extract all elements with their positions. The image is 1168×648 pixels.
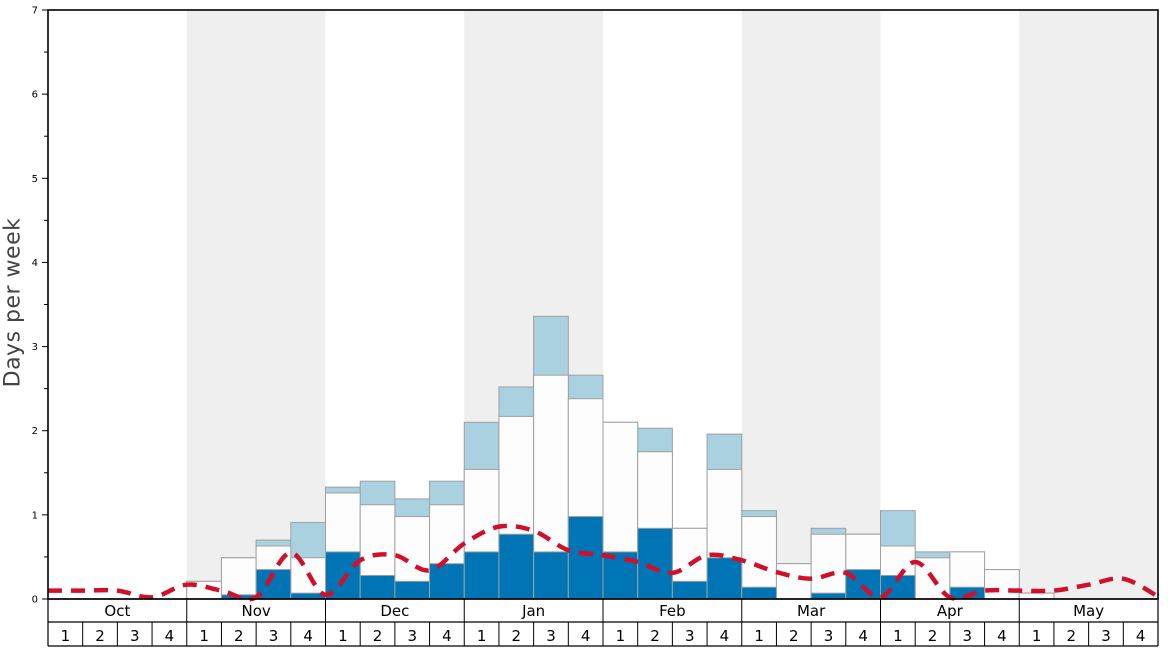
bar bbox=[741, 586, 777, 600]
week-label: 3 bbox=[407, 627, 417, 645]
month-label: May bbox=[1073, 602, 1104, 620]
y-tick-label: 3 bbox=[32, 342, 38, 353]
bar bbox=[775, 563, 812, 600]
bar bbox=[533, 551, 569, 600]
week-label: 3 bbox=[962, 627, 972, 645]
week-label: 2 bbox=[512, 627, 522, 645]
week-label: 3 bbox=[546, 627, 556, 645]
week-label: 4 bbox=[581, 627, 591, 645]
week-label: 1 bbox=[754, 627, 764, 645]
y-axis: 0 1 2 3 4 5 6 7 bbox=[32, 6, 48, 606]
week-label: 2 bbox=[95, 627, 105, 645]
week-label: 3 bbox=[1101, 627, 1111, 645]
week-label: 2 bbox=[928, 627, 938, 645]
average-line bbox=[48, 523, 1160, 602]
week-label: 3 bbox=[269, 627, 279, 645]
month-label: Oct bbox=[104, 602, 130, 620]
y-tick-label: 4 bbox=[32, 258, 38, 269]
week-label: 4 bbox=[165, 627, 175, 645]
week-label: 1 bbox=[1032, 627, 1042, 645]
bar bbox=[706, 557, 743, 600]
y-tick-label: 5 bbox=[32, 174, 38, 185]
y-tick-label: 6 bbox=[32, 90, 38, 101]
week-label: 4 bbox=[303, 627, 313, 645]
bar bbox=[463, 551, 500, 600]
month-label: Mar bbox=[797, 602, 826, 620]
week-label: 2 bbox=[789, 627, 799, 645]
bar bbox=[741, 516, 777, 600]
week-label: 2 bbox=[1067, 627, 1077, 645]
bar bbox=[1018, 592, 1055, 600]
week-label: 2 bbox=[373, 627, 383, 645]
x-axis: Oct Nov Dec Jan Feb Mar Apr May 1 2 3 4 1 2 3 4 1 2 3 4 1 2 3 4… bbox=[47, 598, 1159, 647]
y-tick-label: 1 bbox=[32, 510, 38, 521]
month-label: Dec bbox=[380, 602, 409, 620]
week-label: 1 bbox=[199, 627, 209, 645]
week-label: 4 bbox=[1136, 627, 1146, 645]
week-label: 1 bbox=[338, 627, 348, 645]
y-tick-label: 7 bbox=[32, 6, 38, 17]
bar bbox=[810, 592, 847, 600]
week-label: 1 bbox=[477, 627, 487, 645]
week-label: 3 bbox=[130, 627, 140, 645]
week-label: 3 bbox=[824, 627, 834, 645]
bar bbox=[394, 580, 431, 600]
week-label: 3 bbox=[685, 627, 695, 645]
average-line-path bbox=[48, 523, 1160, 602]
bar bbox=[671, 580, 708, 600]
month-band bbox=[186, 10, 326, 599]
month-bands bbox=[186, 10, 1158, 599]
week-label: 1 bbox=[61, 627, 71, 645]
week-label: 2 bbox=[234, 627, 244, 645]
bar bbox=[359, 574, 396, 600]
month-label: Apr bbox=[937, 602, 964, 620]
week-label: 4 bbox=[997, 627, 1007, 645]
y-axis-label: Days per week bbox=[0, 217, 26, 388]
week-label: 4 bbox=[720, 627, 730, 645]
week-label: 4 bbox=[442, 627, 452, 645]
y-tick-label: 2 bbox=[32, 426, 38, 437]
week-label: 1 bbox=[616, 627, 626, 645]
bar bbox=[498, 533, 535, 600]
bar bbox=[810, 533, 847, 600]
bar bbox=[637, 527, 673, 600]
month-label: Nov bbox=[241, 602, 270, 620]
month-label: Feb bbox=[659, 602, 686, 620]
bar bbox=[429, 563, 465, 600]
week-label: 1 bbox=[893, 627, 903, 645]
y-tick-label: 0 bbox=[32, 595, 38, 606]
month-band bbox=[1019, 10, 1158, 599]
week-label: 4 bbox=[858, 627, 868, 645]
bar bbox=[220, 557, 257, 600]
month-label: Jan bbox=[521, 602, 545, 620]
month-band bbox=[741, 10, 881, 599]
bar bbox=[984, 569, 1020, 600]
week-label: 2 bbox=[650, 627, 660, 645]
bar bbox=[567, 516, 604, 600]
